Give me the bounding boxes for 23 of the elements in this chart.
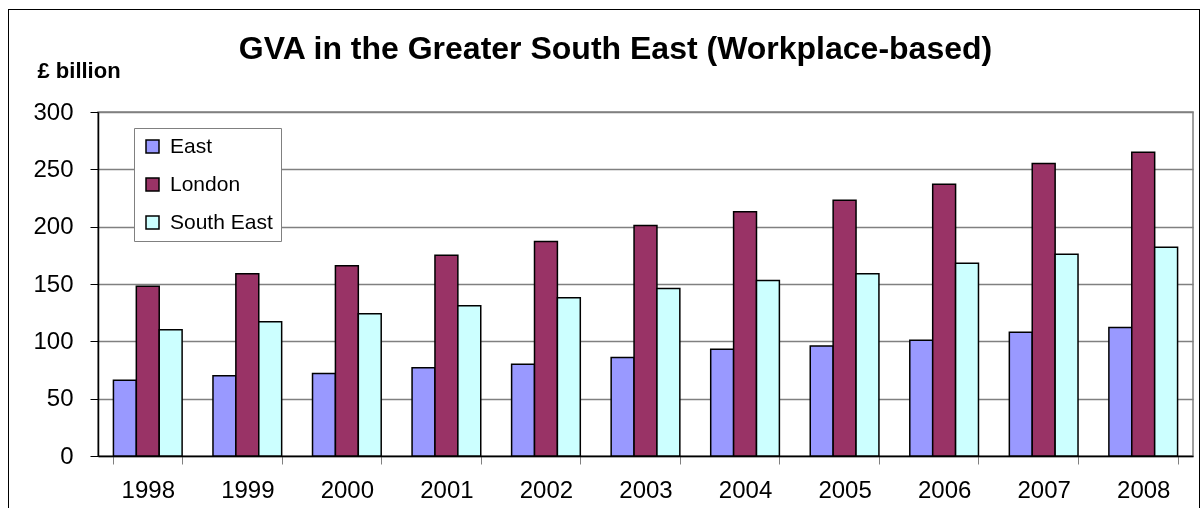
- x-tick-label: 2001: [420, 475, 474, 503]
- x-tick-label: 2005: [818, 475, 872, 503]
- legend-label: East: [170, 133, 213, 157]
- x-tick-label: 2003: [619, 475, 673, 503]
- y-tick-label: 250: [33, 154, 74, 182]
- y-tick-label: 200: [33, 212, 74, 240]
- legend-label: South East: [170, 209, 273, 233]
- x-tick-label: 2007: [1017, 475, 1071, 503]
- y-tick-label: 300: [33, 97, 74, 125]
- y-axis-title: £ billion: [37, 57, 121, 83]
- y-tick-label: 50: [46, 384, 74, 412]
- y-tick-label: 0: [60, 441, 74, 469]
- x-tick-label: 1998: [121, 475, 175, 503]
- x-tick-label: 1999: [221, 475, 275, 503]
- x-tick-label: 2002: [519, 475, 574, 503]
- x-tick-label: 2000: [320, 475, 375, 503]
- y-tick-label: 100: [33, 326, 74, 354]
- legend-label: London: [170, 171, 241, 195]
- chart-title: GVA in the Greater South East (Workplace-based): [238, 30, 993, 66]
- y-tick-label: 150: [33, 269, 74, 297]
- x-tick-label: 2008: [1117, 475, 1171, 503]
- x-tick-label: 2006: [917, 475, 972, 503]
- x-tick-label: 2004: [718, 475, 773, 503]
